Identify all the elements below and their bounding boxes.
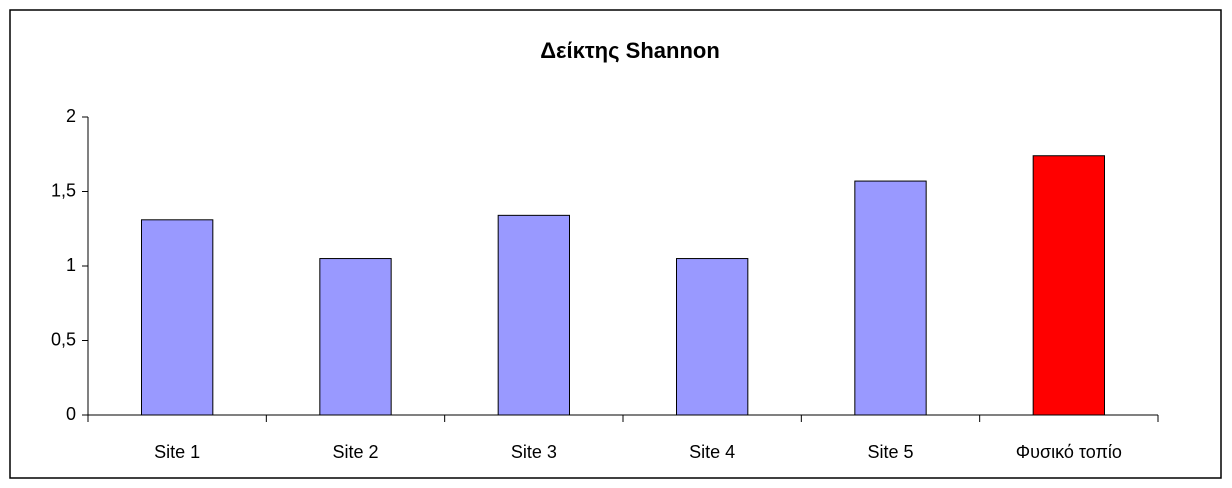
bar [1032,155,1105,416]
y-tick-label: 0,5 [51,329,76,349]
bar [854,180,927,416]
x-tick-label: Φυσικό τοπίο [1016,442,1122,462]
x-tick-label: Site 2 [332,442,378,462]
bar [319,258,392,416]
chart-title: Δείκτης Shannon [540,38,720,63]
bar [497,214,570,416]
y-tick-label: 2 [66,106,76,126]
x-tick-label: Site 5 [867,442,913,462]
y-tick-label: 0 [66,404,76,424]
x-tick-label: Site 1 [154,442,200,462]
bar [141,219,214,416]
y-tick-label: 1,5 [51,180,76,200]
x-tick-label: Site 3 [511,442,557,462]
y-tick-label: 1 [66,255,76,275]
bar [676,258,749,416]
x-tick-label: Site 4 [689,442,735,462]
